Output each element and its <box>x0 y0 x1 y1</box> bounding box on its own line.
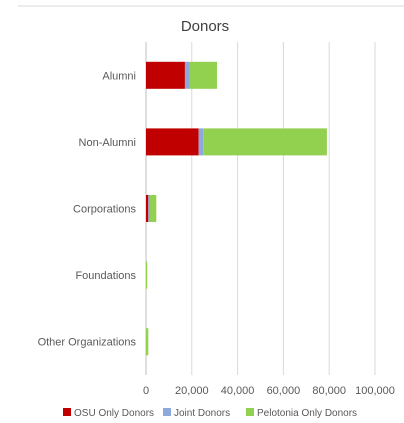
bar-segment <box>184 61 190 89</box>
chart-title: Donors <box>181 18 229 35</box>
bar-segment <box>146 261 148 289</box>
bar-segment <box>203 128 327 156</box>
x-tick-label: 40,000 <box>221 385 255 397</box>
category-labels: Alumni Non-Alumni Corporations Foundations O… <box>38 70 137 348</box>
bar-segment <box>146 195 149 222</box>
x-tick-label: 60,000 <box>267 385 301 397</box>
x-tick-label: 80,000 <box>312 385 346 397</box>
legend-label: Joint Donors <box>174 408 230 419</box>
category-label: Alumni <box>102 70 136 82</box>
x-tick-label: 0 <box>143 385 149 397</box>
legend-label: Pelotonia Only Donors <box>257 408 357 419</box>
bar-segment <box>148 195 150 222</box>
category-label: Foundations <box>75 270 136 282</box>
legend-swatch <box>63 408 71 416</box>
legend-swatch <box>246 408 254 416</box>
x-tick-label: 100,000 <box>355 385 395 397</box>
bar-segment <box>146 328 149 356</box>
legend: OSU Only Donors Joint Donors Pelotonia Onl… <box>63 408 357 419</box>
category-label: Corporations <box>73 204 136 216</box>
bar-segment <box>149 195 157 222</box>
x-tick-label: 20,000 <box>175 385 209 397</box>
bar-segment <box>198 128 204 156</box>
category-label: Non-Alumni <box>79 137 136 149</box>
category-label: Other Organizations <box>38 337 137 349</box>
bar-segment <box>146 128 199 156</box>
bars <box>146 61 327 356</box>
legend-label: OSU Only Donors <box>74 408 154 419</box>
x-tick-labels: 0 20,000 40,000 60,000 80,000 100,000 <box>143 385 395 397</box>
gridlines <box>145 42 376 375</box>
legend-swatch <box>163 408 171 416</box>
bar-segment <box>146 61 185 89</box>
bar-segment <box>189 61 217 89</box>
